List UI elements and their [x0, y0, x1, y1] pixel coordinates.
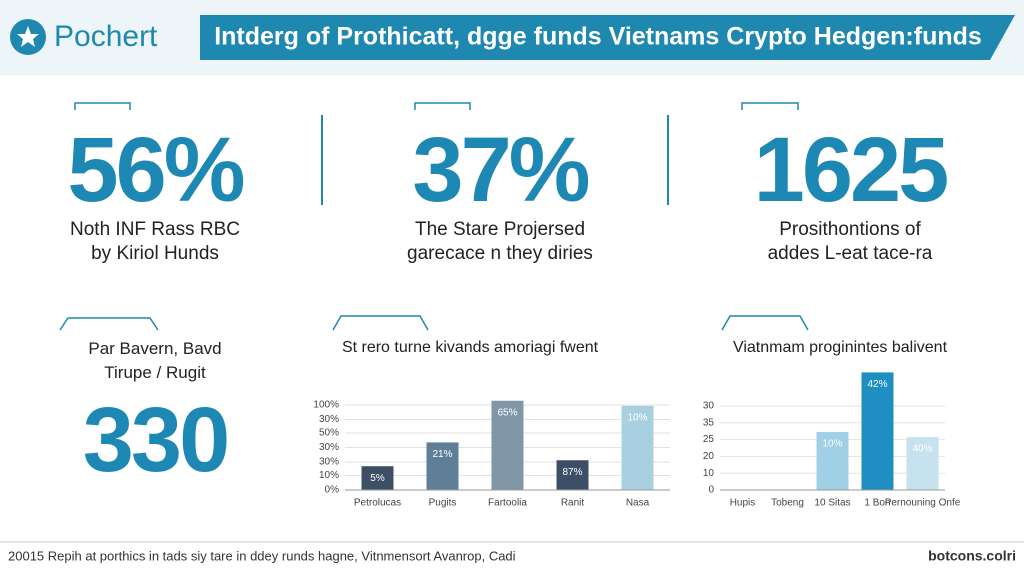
- stat-line: Noth INF Rass RBC: [70, 219, 240, 240]
- bar: [816, 432, 849, 490]
- footer-brand: botcons.colri: [928, 548, 1016, 564]
- chart-title: Viatnmam proginintes balivent: [733, 339, 948, 356]
- x-tick-label: Pugits: [429, 498, 457, 509]
- bar-text: 87%: [562, 467, 582, 478]
- stat-line: by Kiriol Hunds: [91, 243, 219, 264]
- y-tick-label: 25: [703, 434, 715, 445]
- y-tick-label: 30%: [319, 457, 339, 468]
- bar: [491, 400, 524, 490]
- stat-line: Par Bavern, Bavd: [88, 339, 222, 358]
- bar-text: 42%: [867, 379, 887, 390]
- bar: [556, 460, 589, 490]
- stat-value: 56%: [67, 119, 245, 221]
- y-tick-label: 30: [703, 401, 715, 412]
- brackets: [59, 102, 809, 331]
- bar: [906, 437, 939, 490]
- y-tick-label: 100%: [313, 400, 339, 411]
- logo-star: [17, 26, 39, 47]
- banner-title: Intderg of Prothicatt, dgge funds Vietna…: [214, 23, 982, 51]
- logo: Pochert: [54, 20, 158, 53]
- x-tick-label: 10 Sitas: [814, 498, 850, 509]
- x-tick-label: Tobeng: [771, 498, 804, 509]
- bar: [361, 466, 394, 490]
- y-tick-label: 0: [708, 485, 714, 496]
- y-tick-label: 50%: [319, 428, 339, 439]
- y-tick-label: 0%: [325, 485, 340, 496]
- x-tick-label: Hupis: [730, 498, 756, 509]
- bar-text: 65%: [497, 407, 517, 418]
- x-tick-label: Nasa: [626, 498, 650, 509]
- x-tick-label: 1 Bon: [864, 498, 890, 509]
- x-tick-label: Pernouning Onfe: [885, 498, 961, 509]
- bar: [426, 442, 459, 490]
- x-tick-label: Petrolucas: [354, 498, 401, 509]
- y-tick-label: 30%: [319, 442, 339, 453]
- stat-value: 1625: [753, 119, 950, 221]
- footer-text: 20015 Repih at porthics in tads siy tare…: [8, 548, 516, 563]
- bar-text: 40%: [912, 444, 932, 455]
- y-tick-label: 20: [703, 451, 715, 462]
- stat-line: The Stare Projersed: [414, 219, 586, 240]
- stat-line: garecace n they diries: [407, 243, 593, 264]
- banner: [200, 15, 1015, 60]
- y-tick-label: 10%: [319, 470, 339, 481]
- x-tick-label: Ranit: [561, 498, 585, 509]
- y-tick-label: 35: [703, 417, 715, 428]
- stat-label: Prosithontions of addes L-eat tace-ra: [700, 218, 1000, 266]
- stat-line: Tirupe / Rugit: [104, 363, 206, 382]
- bar-text: 10%: [822, 439, 842, 450]
- y-tick-label: 10: [703, 468, 715, 479]
- stat-value: 37%: [412, 119, 590, 221]
- stat-label: Par Bavern, Bavd Tirupe / Rugit: [5, 337, 305, 385]
- stat-line: Prosithontions of: [779, 219, 921, 240]
- y-tick-label: 30%: [319, 414, 339, 425]
- stat-label: The Stare Projersed garecace n they dirie…: [350, 218, 650, 266]
- bar: [861, 372, 894, 490]
- stat-label: Noth INF Rass RBC by Kiriol Hunds: [5, 218, 305, 266]
- bar-text: 5%: [370, 473, 385, 484]
- bar-text: 21%: [432, 449, 452, 460]
- x-tick-label: Fartoolia: [488, 498, 527, 509]
- bar: [621, 405, 654, 490]
- bar-text: 10%: [627, 412, 647, 423]
- chart-title: St rero turne kivands amoriagi fwent: [342, 339, 599, 356]
- stat-line: addes L-eat tace-ra: [767, 243, 933, 264]
- stat-value: 330: [82, 389, 231, 491]
